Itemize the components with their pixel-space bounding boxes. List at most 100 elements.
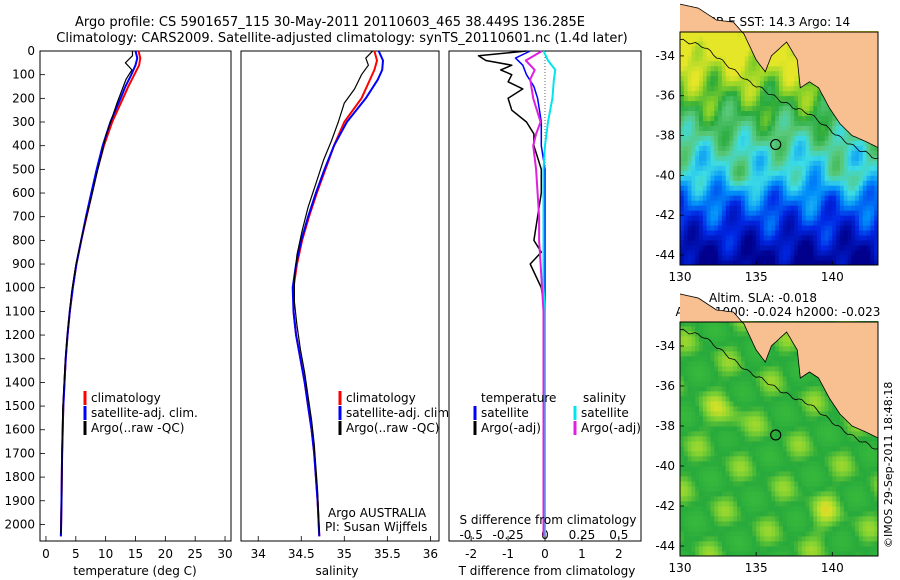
heatmap-cell bbox=[801, 135, 807, 141]
heatmap-cell bbox=[714, 436, 719, 442]
heatmap-cell bbox=[763, 195, 768, 201]
heatmap-cell bbox=[718, 175, 723, 181]
heatmap-cell bbox=[798, 441, 803, 447]
heatmap-cell bbox=[718, 140, 723, 146]
heatmap-cell bbox=[809, 170, 814, 176]
heatmap-cell bbox=[752, 130, 757, 136]
heatmap-cell bbox=[740, 55, 746, 62]
heatmap-cell bbox=[847, 516, 852, 522]
heatmap-cell bbox=[794, 456, 799, 462]
heatmap-cell bbox=[767, 210, 772, 216]
heatmap-cell bbox=[843, 471, 848, 477]
heatmap-cell bbox=[718, 35, 723, 42]
legend-temperature-title: temperature bbox=[481, 391, 556, 405]
heatmap-cell bbox=[851, 536, 856, 542]
heatmap-cell bbox=[813, 210, 818, 216]
heatmap-cell bbox=[748, 195, 753, 201]
heatmap-cell bbox=[874, 260, 879, 266]
heatmap-cell bbox=[771, 205, 776, 211]
heatmap-cell bbox=[836, 446, 841, 452]
heatmap-cell bbox=[798, 511, 803, 517]
heatmap-cell bbox=[680, 461, 685, 467]
heatmap-cell bbox=[759, 75, 765, 82]
heatmap-cell bbox=[790, 165, 795, 171]
heatmap-cell bbox=[710, 471, 715, 477]
heatmap-cell bbox=[813, 481, 818, 487]
heatmap-cell bbox=[870, 451, 875, 457]
depth-tick-label: 900 bbox=[12, 257, 35, 271]
heatmap-cell bbox=[866, 170, 871, 176]
heatmap-cell bbox=[740, 240, 746, 246]
heatmap-cell bbox=[699, 115, 704, 122]
heatmap-cell bbox=[851, 486, 856, 492]
heatmap-cell bbox=[752, 160, 757, 166]
heatmap-cell bbox=[702, 85, 708, 92]
heatmap-cell bbox=[763, 225, 768, 231]
heatmap-cell bbox=[759, 446, 765, 452]
heatmap-cell bbox=[756, 486, 761, 492]
heatmap-cell bbox=[828, 401, 833, 407]
heatmap-cell bbox=[798, 461, 803, 467]
heatmap-cell bbox=[695, 366, 700, 372]
heatmap-cell bbox=[786, 466, 791, 472]
heatmap-cell bbox=[839, 215, 845, 221]
heatmap-cell bbox=[820, 476, 826, 482]
heatmap-cell bbox=[836, 255, 841, 261]
heatmap-cell bbox=[683, 230, 689, 236]
heatmap-cell bbox=[843, 496, 848, 502]
heatmap-cell bbox=[767, 361, 772, 367]
legend-t-satellite-label: satellite bbox=[481, 406, 529, 420]
heatmap-cell bbox=[782, 386, 788, 392]
depth-tick-label: 1900 bbox=[4, 494, 35, 508]
heatmap-cell bbox=[737, 40, 742, 47]
heatmap-cell bbox=[702, 366, 708, 372]
heatmap-cell bbox=[710, 336, 715, 342]
heatmap-cell bbox=[710, 501, 715, 507]
heatmap-cell bbox=[759, 85, 765, 92]
heatmap-cell bbox=[866, 456, 871, 462]
heatmap-cell bbox=[710, 481, 715, 487]
heatmap-cell bbox=[809, 411, 814, 417]
heatmap-cell bbox=[699, 501, 704, 507]
heatmap-cell bbox=[721, 135, 727, 141]
heatmap-cell bbox=[733, 326, 738, 332]
heatmap-cell bbox=[794, 100, 799, 107]
heatmap-cell bbox=[683, 31, 689, 37]
heatmap-cell bbox=[828, 461, 833, 467]
difference-legend: temperature salinity satellite Argo(-adj… bbox=[473, 391, 641, 435]
heatmap-cell bbox=[683, 165, 689, 171]
heatmap-cell bbox=[691, 501, 696, 507]
heatmap-cell bbox=[718, 321, 723, 327]
heatmap-cell bbox=[714, 516, 719, 522]
heatmap-cell bbox=[851, 471, 856, 477]
heatmap-cell bbox=[729, 220, 734, 226]
heatmap-cell bbox=[767, 140, 772, 146]
heatmap-cell bbox=[725, 180, 730, 186]
heatmap-cell bbox=[687, 45, 692, 52]
heatmap-cell bbox=[805, 426, 810, 432]
heatmap-cell bbox=[680, 386, 685, 392]
heatmap-cell bbox=[858, 516, 864, 522]
depth-tick-label: 1100 bbox=[4, 304, 35, 318]
heatmap-cell bbox=[809, 446, 814, 452]
heatmap-cell bbox=[737, 331, 742, 337]
heatmap-cell bbox=[839, 551, 845, 557]
heatmap-cell bbox=[767, 376, 772, 382]
heatmap-cell bbox=[794, 406, 799, 412]
heatmap-cell bbox=[752, 115, 757, 122]
heatmap-cell bbox=[740, 461, 746, 467]
heatmap-cell bbox=[706, 536, 711, 542]
heatmap-cell bbox=[714, 426, 719, 432]
heatmap-cell bbox=[691, 205, 696, 211]
heatmap-cell bbox=[851, 160, 856, 166]
heatmap-cell bbox=[687, 426, 692, 432]
heatmap-cell bbox=[828, 130, 833, 136]
heatmap-cell bbox=[699, 351, 704, 357]
heatmap-cell bbox=[813, 496, 818, 502]
heatmap-cell bbox=[836, 190, 841, 196]
heatmap-cell bbox=[782, 421, 788, 427]
heatmap-cell bbox=[862, 150, 867, 156]
heatmap-cell bbox=[756, 546, 761, 552]
heatmap-cell bbox=[706, 431, 711, 437]
heatmap-cell bbox=[767, 486, 772, 492]
